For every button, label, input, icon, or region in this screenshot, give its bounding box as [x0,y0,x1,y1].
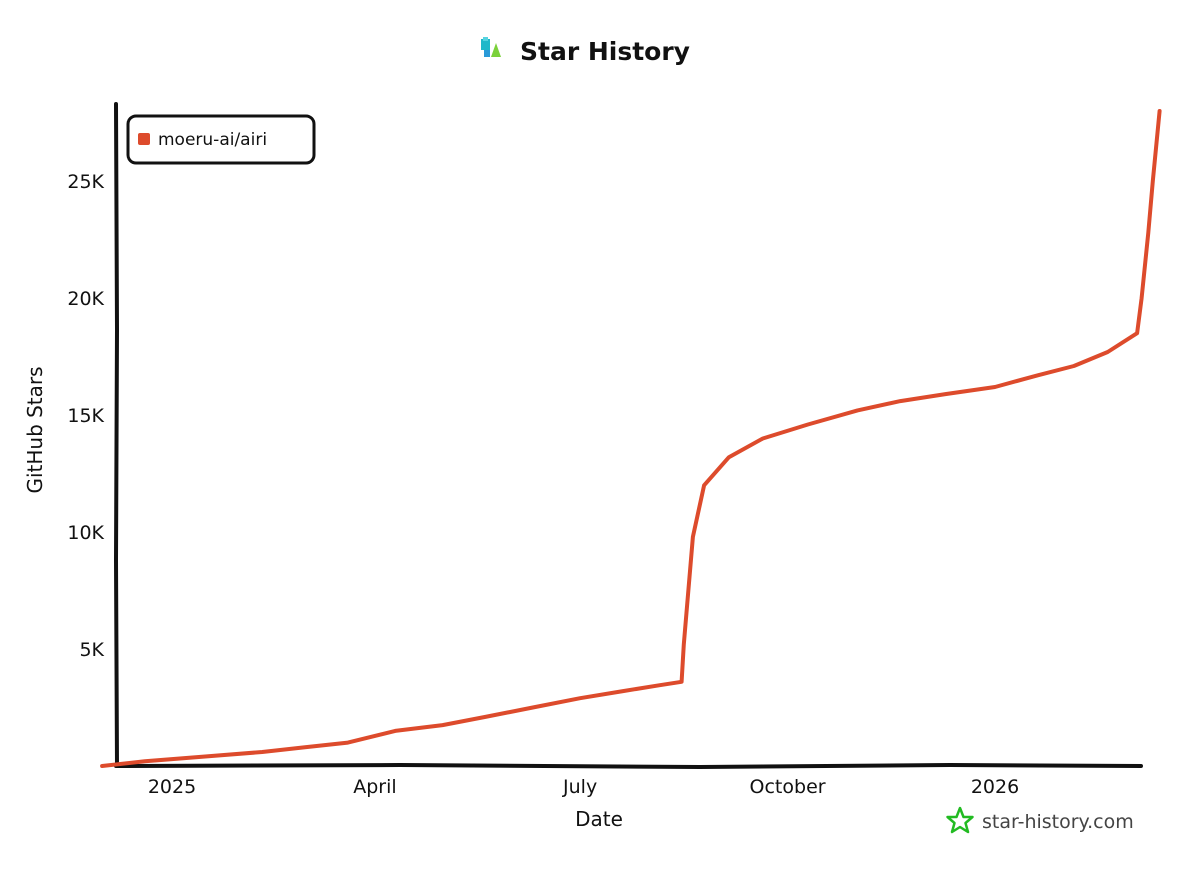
y-tick-label: 10K [67,522,104,544]
legend-box [126,114,316,165]
legend-swatch [138,133,150,145]
legend-label: moeru-ai/airi [158,130,267,150]
x-tick-label: October [750,776,826,798]
x-tick-label: April [353,776,396,798]
title-logo-icon [481,37,501,57]
x-tick-labels: 2025 April July October 2026 [148,776,1019,798]
star-history-logo-icon [946,806,974,834]
y-tick-label: 20K [67,288,104,310]
y-axis-title: GitHub Stars [23,366,47,493]
x-axis-title: Date [575,807,623,831]
y-tick-label: 15K [67,405,104,427]
watermark-text: star-history.com [982,811,1134,833]
y-tick-label: 5K [79,639,104,661]
y-axis-line [113,102,120,768]
x-axis-line [114,762,1143,770]
series-line-moeru-ai-airi [100,109,1162,768]
x-tick-label: 2026 [971,776,1019,798]
y-tick-labels: 5K 10K 15K 20K 25K [67,171,104,661]
y-tick-label: 25K [67,171,104,193]
x-tick-label: 2025 [148,776,196,798]
chart-title: Star History [520,37,690,66]
x-tick-label: July [562,776,597,798]
legend: moeru-ai/airi [126,114,316,165]
